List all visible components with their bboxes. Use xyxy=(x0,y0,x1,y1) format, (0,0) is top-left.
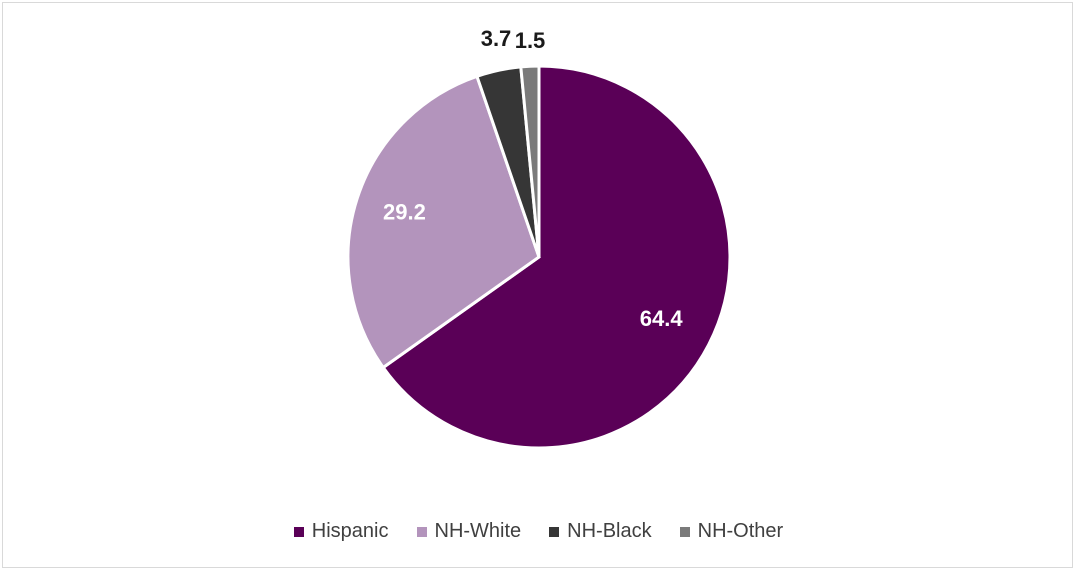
pie-slice-nh-other xyxy=(519,64,541,258)
legend-swatch-nh-white xyxy=(416,526,427,537)
legend-item-nh-white: NH-White xyxy=(416,520,522,543)
data-label-nh-black: 3.7 xyxy=(481,26,512,51)
pie-slice-nh-white xyxy=(346,74,541,370)
legend-swatch-nh-other xyxy=(679,526,690,537)
legend-label-nh-black: NH-Black xyxy=(567,520,652,542)
legend-item-nh-other: NH-Other xyxy=(679,520,784,543)
legend-swatch-nh-black xyxy=(549,526,560,537)
pie-slices xyxy=(346,64,732,450)
legend: Hispanic NH-White NH-Black NH-Other xyxy=(0,520,1077,543)
legend-label-nh-other: NH-Other xyxy=(697,520,784,542)
legend-label-nh-white: NH-White xyxy=(434,520,522,542)
legend-item-nh-black: NH-Black xyxy=(549,520,652,543)
legend-item-hispanic: Hispanic xyxy=(293,520,389,543)
data-label-nh-other: 1.5 xyxy=(515,28,546,53)
legend-label-hispanic: Hispanic xyxy=(311,520,389,542)
pie-slice-hispanic xyxy=(381,64,732,450)
legend-swatch-hispanic xyxy=(293,526,304,537)
data-label-nh-white: 29.2 xyxy=(383,199,426,224)
data-label-hispanic: 64.4 xyxy=(640,306,684,331)
pie-data-labels: 64.4 29.2 3.7 1.5 xyxy=(383,26,683,331)
